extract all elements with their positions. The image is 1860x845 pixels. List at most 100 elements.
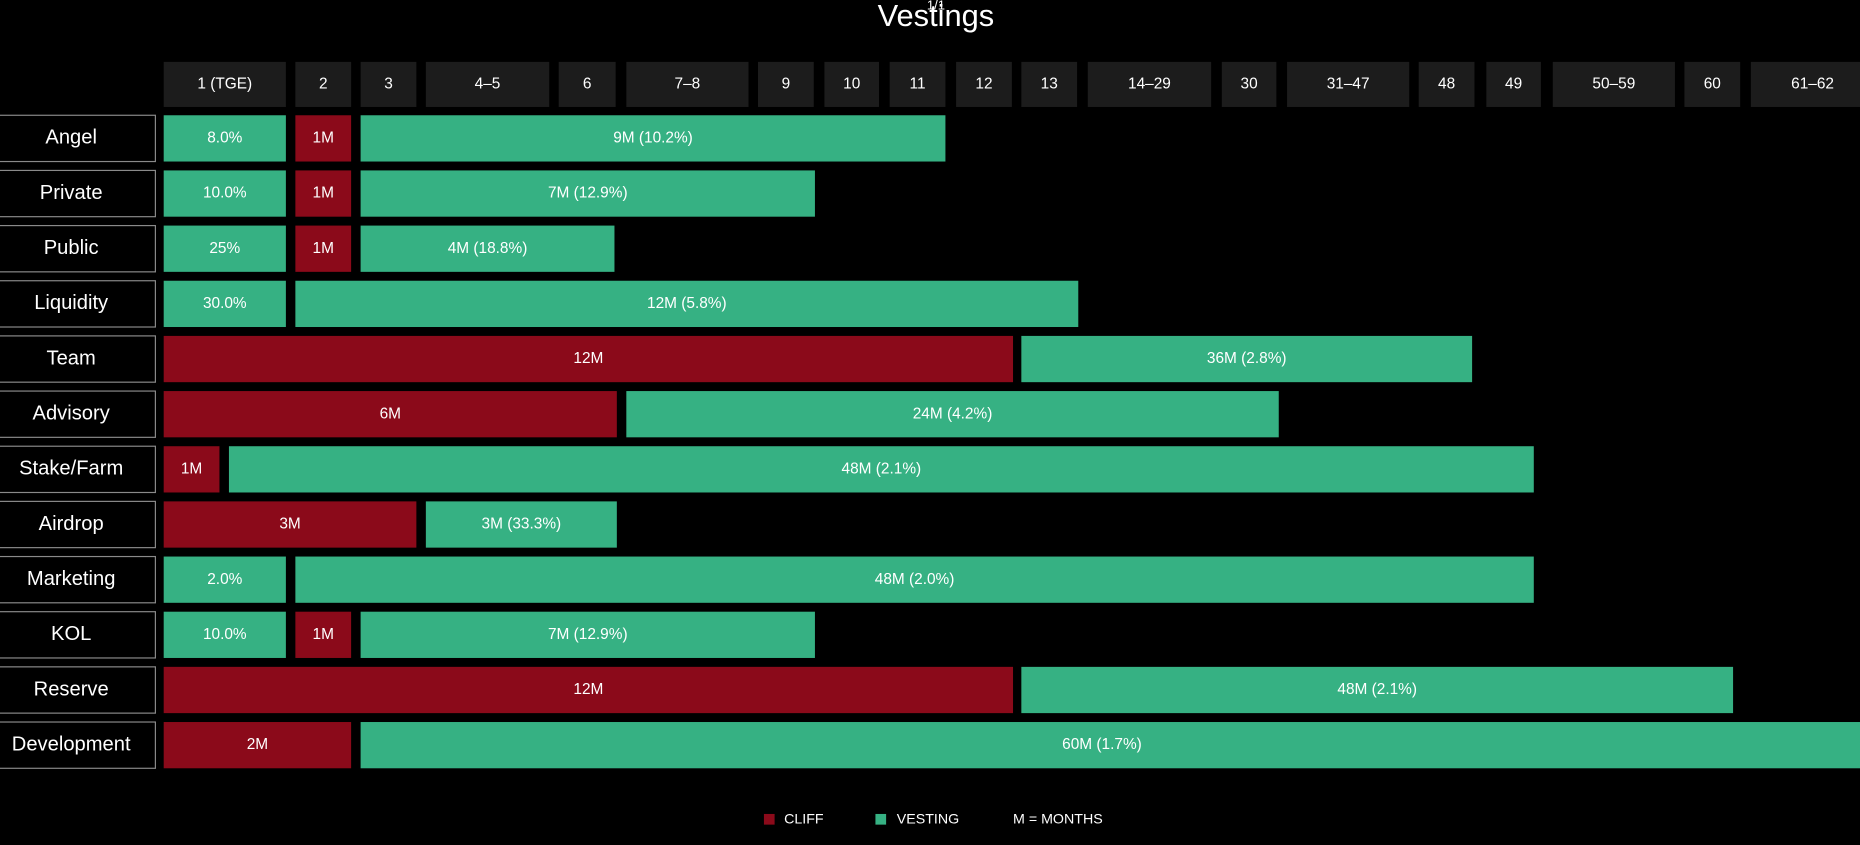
- column-label: 60: [1704, 76, 1721, 93]
- title: Vestings: [878, 0, 995, 33]
- vesting-segment: [163, 280, 286, 328]
- vesting-segment: [228, 446, 1534, 493]
- row-label-box: [0, 390, 156, 438]
- cliff-segment: [295, 611, 352, 658]
- row-label-box: [0, 500, 156, 549]
- segment-label: 1M: [313, 626, 334, 643]
- row-label: Airdrop: [39, 513, 104, 535]
- segment-label: 48M (2.1%): [842, 460, 922, 477]
- row-label: Stake/Farm: [19, 458, 123, 480]
- segment-label: 1M: [313, 129, 334, 146]
- vesting-segment: [360, 115, 946, 162]
- column-header: [1486, 61, 1541, 107]
- column-label: 9: [782, 76, 791, 93]
- row-label-box: [0, 280, 156, 328]
- vesting-segment: [295, 556, 1534, 603]
- row-label: Advisory: [33, 403, 111, 425]
- row-label-box: [0, 335, 156, 383]
- row-label-box: [0, 445, 156, 494]
- column-label: 3: [384, 76, 393, 93]
- segment-label: 3M (33.3%): [482, 516, 562, 533]
- segment-label: 10.0%: [203, 185, 247, 202]
- legend-label: CLIFF: [784, 812, 824, 828]
- legend-swatch: [875, 813, 887, 825]
- column-label: 12: [975, 76, 992, 93]
- row-label: Marketing: [27, 568, 116, 590]
- row-label-box: [0, 224, 156, 273]
- vesting-segment: [360, 611, 815, 658]
- column-header: [757, 61, 814, 107]
- vesting-segment: [1021, 335, 1473, 383]
- row-label: Liquidity: [34, 292, 109, 314]
- segment-label: 3M: [279, 516, 300, 533]
- row-label-box: [0, 666, 156, 714]
- segment-label: 25%: [209, 240, 240, 257]
- vesting-segment: [626, 391, 1279, 438]
- vesting-segment: [163, 556, 286, 603]
- legend-label: VESTING: [897, 812, 959, 828]
- column-header: [1552, 61, 1675, 107]
- column-label: 2: [319, 76, 328, 93]
- column-label: 61–62: [1791, 76, 1834, 93]
- column-header: [1684, 61, 1741, 107]
- column-header: [425, 61, 550, 107]
- cliff-segment: [295, 225, 352, 272]
- segment-label: 2.0%: [207, 571, 242, 588]
- column-header: [956, 61, 1012, 107]
- row-label: Private: [40, 182, 103, 204]
- vesting-segment: [163, 611, 286, 658]
- row-label-box: [0, 721, 156, 769]
- column-header: [163, 61, 286, 107]
- row-label: Public: [44, 237, 99, 259]
- row-label-box: [0, 169, 156, 218]
- column-header: [1287, 61, 1410, 107]
- column-label: 1 (TGE): [197, 76, 252, 93]
- column-label: 14–29: [1128, 76, 1171, 93]
- vesting-segment: [360, 225, 615, 272]
- segment-label: 9M (10.2%): [613, 129, 693, 146]
- vesting-segment: [163, 170, 286, 217]
- column-label: 30: [1241, 76, 1258, 93]
- row-label-box: [0, 555, 156, 604]
- column-header: [1221, 61, 1277, 107]
- cliff-segment: [295, 115, 352, 162]
- segment-label: 30.0%: [203, 295, 247, 312]
- column-header: [558, 61, 616, 107]
- column-label: 6: [583, 76, 592, 93]
- column-label: 4–5: [475, 76, 501, 93]
- column-header: [1021, 61, 1078, 107]
- row-label: Development: [12, 733, 131, 755]
- segment-label: 4M (18.8%): [448, 240, 528, 257]
- column-header: [1750, 61, 1860, 107]
- column-header: [295, 61, 352, 107]
- column-label: 31–47: [1327, 76, 1370, 93]
- vesting-segment: [360, 722, 1860, 769]
- segment-label: 1M: [313, 185, 334, 202]
- row-label: Team: [47, 347, 96, 369]
- vesting-segment: [360, 170, 815, 217]
- vesting-segment: [163, 225, 286, 272]
- cliff-segment: [163, 666, 1014, 714]
- vesting-segment: [425, 501, 617, 548]
- legend-note: M = MONTHS: [1013, 812, 1103, 828]
- segment-label: 7M (12.9%): [548, 185, 628, 202]
- legend-swatch: [763, 813, 775, 825]
- segment-label: 36M (2.8%): [1207, 350, 1287, 367]
- row-label-box: [0, 114, 156, 163]
- column-header: [1087, 61, 1212, 107]
- row-label: Reserve: [34, 678, 109, 700]
- segment-label: 24M (4.2%): [913, 405, 993, 422]
- vesting-segment: [1021, 666, 1734, 714]
- column-label: 50–59: [1592, 76, 1635, 93]
- column-label: 10: [843, 76, 860, 93]
- cliff-segment: [295, 170, 352, 217]
- column-header: [1418, 61, 1475, 107]
- page-indicator: 1/1: [927, 0, 945, 13]
- segment-label: 6M: [380, 405, 401, 422]
- segment-label: 48M (2.1%): [1337, 681, 1417, 698]
- segment-label: 1M: [181, 460, 202, 477]
- column-label: 49: [1505, 76, 1522, 93]
- column-label: 11: [910, 76, 926, 93]
